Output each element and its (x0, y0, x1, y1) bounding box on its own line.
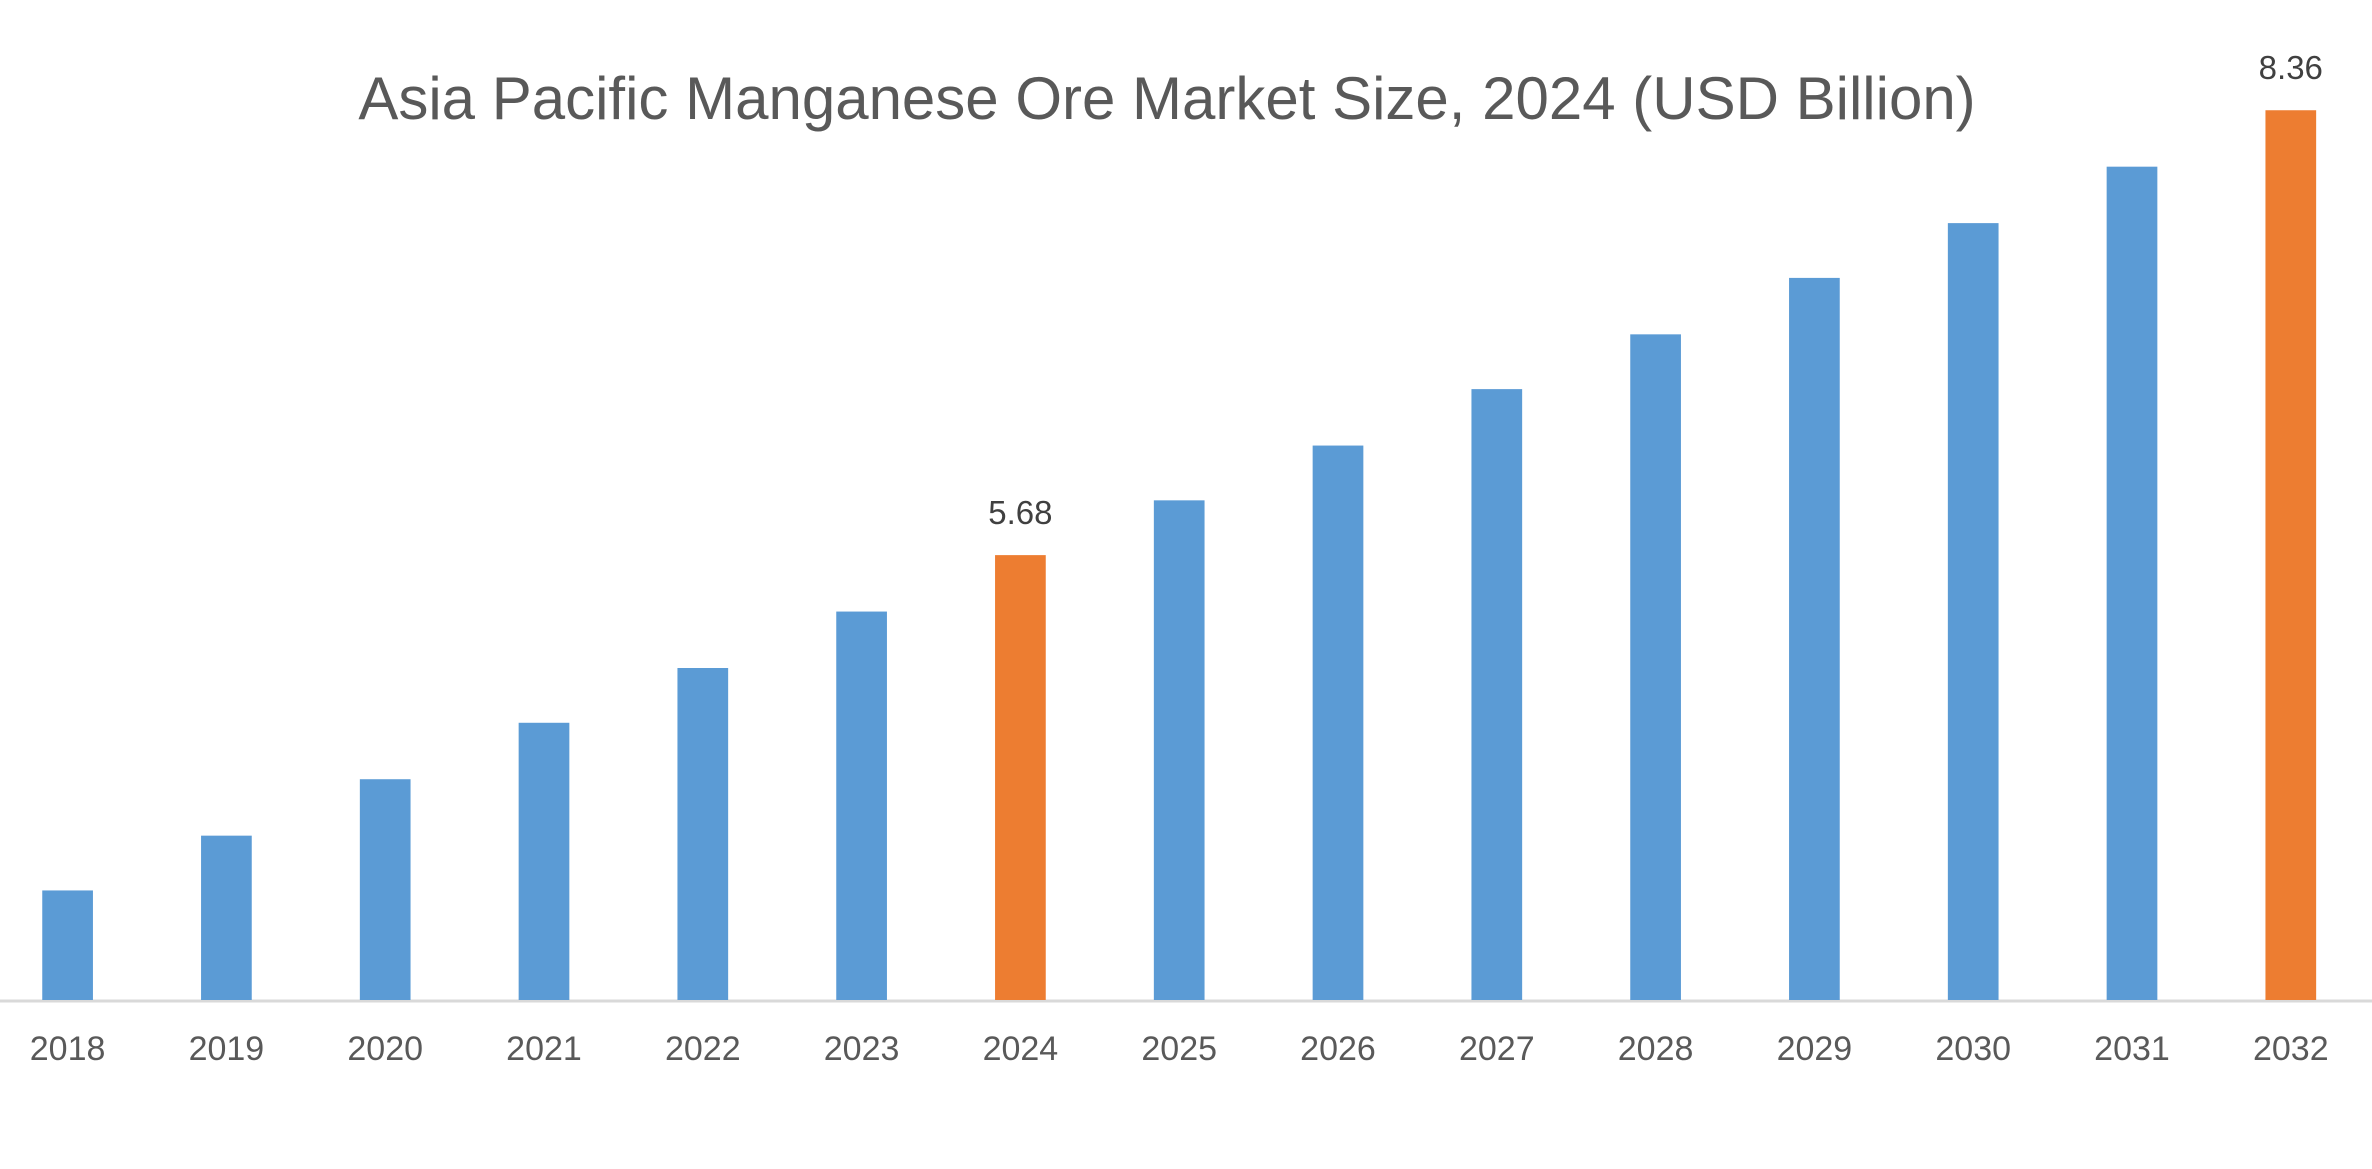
chart-title: Asia Pacific Manganese Ore Market Size, … (358, 65, 1975, 132)
bar (1312, 445, 1364, 1000)
bar (42, 890, 93, 1000)
x-tick-label: 2024 (983, 1030, 1059, 1068)
bar (1471, 389, 1523, 1000)
bar (518, 722, 570, 1000)
x-tick-label: 2029 (1777, 1030, 1853, 1068)
x-tick-label: 2023 (824, 1030, 900, 1068)
bar (677, 668, 729, 1000)
x-tick-label: 2021 (506, 1030, 582, 1068)
bar (836, 611, 887, 1000)
bar (995, 555, 1046, 1000)
x-tick-label: 2028 (1618, 1030, 1694, 1068)
bar (2265, 110, 2317, 1001)
bar (201, 835, 252, 1000)
x-tick-label: 2020 (347, 1030, 423, 1068)
x-tick-label: 2022 (665, 1030, 741, 1068)
value-label: 8.36 (2259, 49, 2323, 86)
x-tick-label: 2030 (1935, 1030, 2011, 1068)
x-tick-label: 2019 (189, 1030, 265, 1068)
x-tick-label: 2018 (30, 1030, 106, 1068)
x-tick-label: 2026 (1300, 1030, 1376, 1068)
bar (1153, 500, 1205, 1000)
bar (2106, 166, 2158, 1000)
bar (1630, 334, 1681, 1001)
bar (1947, 223, 1999, 1000)
x-tick-label: 2031 (2094, 1030, 2170, 1068)
x-tick-label: 2027 (1459, 1030, 1535, 1068)
bar (359, 779, 411, 1000)
x-tick-label: 2025 (1141, 1030, 1217, 1068)
value-label: 5.68 (988, 494, 1052, 531)
x-tick-label: 2032 (2253, 1030, 2329, 1068)
bar (1789, 277, 1840, 1000)
